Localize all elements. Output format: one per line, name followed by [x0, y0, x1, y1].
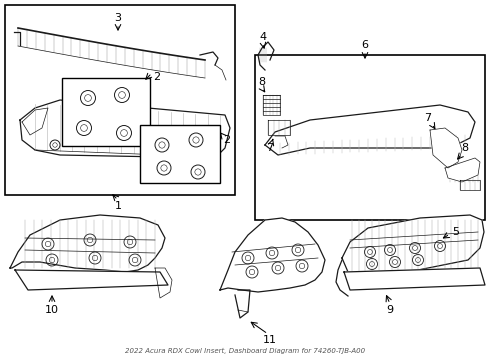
Bar: [62, 78, 150, 146]
Bar: [255, 55, 485, 220]
Text: 2: 2: [153, 72, 161, 82]
Bar: [5, 5, 235, 195]
Polygon shape: [10, 215, 165, 272]
Text: 1: 1: [115, 201, 122, 211]
Polygon shape: [344, 268, 485, 290]
Text: 2: 2: [223, 135, 231, 145]
Polygon shape: [342, 215, 484, 275]
Polygon shape: [220, 218, 325, 292]
Text: 10: 10: [45, 305, 59, 315]
Polygon shape: [15, 270, 168, 290]
Text: 11: 11: [263, 335, 277, 345]
Text: 5: 5: [452, 227, 460, 237]
Polygon shape: [445, 158, 480, 182]
Text: 4: 4: [259, 32, 267, 42]
Polygon shape: [430, 128, 462, 168]
Text: 8: 8: [462, 143, 468, 153]
Text: 3: 3: [115, 13, 122, 23]
Polygon shape: [20, 100, 230, 158]
Text: 7: 7: [267, 143, 273, 153]
Text: 7: 7: [424, 113, 432, 123]
Polygon shape: [155, 268, 172, 298]
Text: 2022 Acura RDX Cowl Insert, Dashboard Diagram for 74260-TJB-A00: 2022 Acura RDX Cowl Insert, Dashboard Di…: [125, 348, 365, 354]
Text: 6: 6: [362, 40, 368, 50]
Text: 9: 9: [387, 305, 393, 315]
Bar: [140, 125, 220, 183]
Text: 8: 8: [258, 77, 266, 87]
Polygon shape: [265, 105, 475, 155]
